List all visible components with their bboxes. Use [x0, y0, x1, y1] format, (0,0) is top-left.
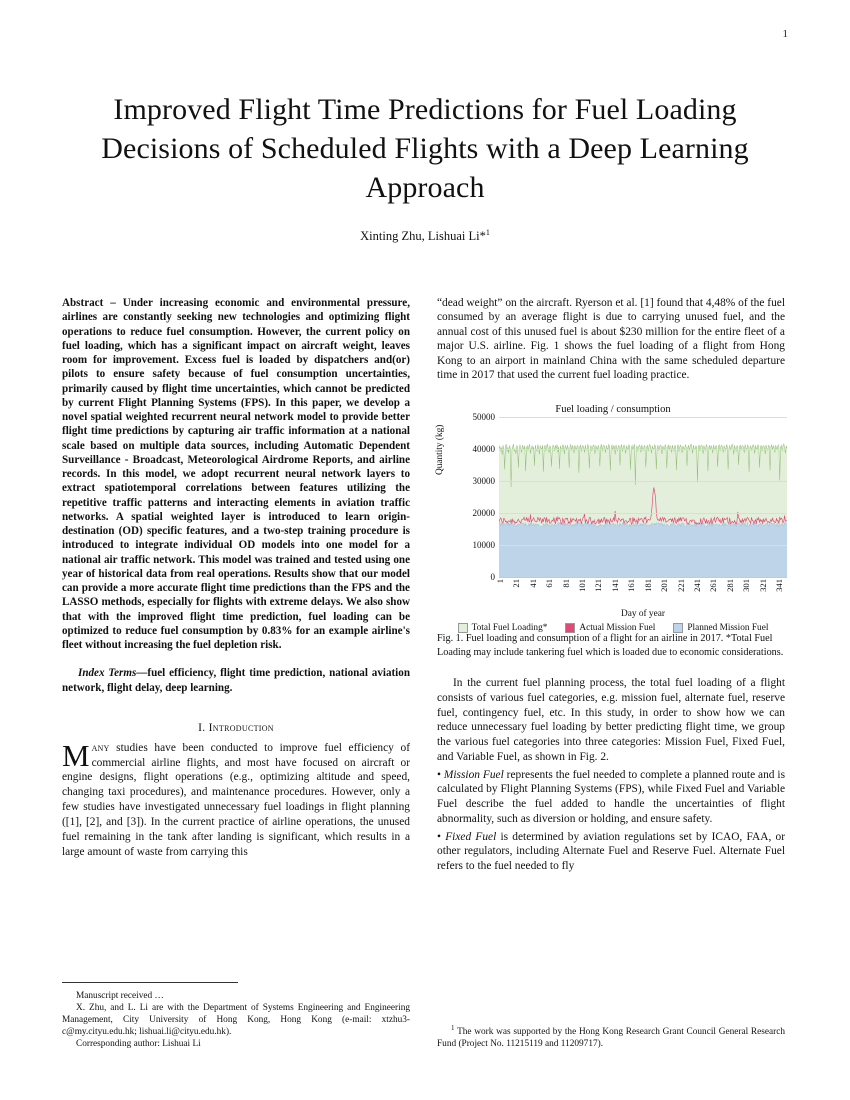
chart-area: Quantity (kg) 0 10000 20000 30000 40000 50000… [435, 412, 789, 633]
right-footnote: 1 The work was supported by the Hong Kon… [437, 1024, 785, 1050]
legend-label: Total Fuel Loading* [471, 623, 548, 633]
index-terms: Index Terms—fuel efficiency, flight time… [62, 666, 410, 695]
chart-x-tick: 141 [609, 579, 620, 592]
legend-label: Planned Mission Fuel [687, 623, 769, 633]
bullet-fixed-term: Fixed Fuel [445, 830, 497, 843]
chart-plot [499, 417, 787, 577]
bullet-fixed-text: is determined by aviation regulations se… [437, 830, 786, 873]
figure-1-caption: Fig. 1. Fuel loading and consumption of … [437, 632, 789, 659]
figure-1: Fuel loading / consumption Quantity (kg)… [435, 404, 789, 633]
chart-svg [499, 443, 787, 577]
right-footnote-block: 1 The work was supported by the Hong Kon… [437, 1024, 785, 1050]
right-column-continued: In the current fuel planning process, th… [437, 676, 785, 874]
chart-x-tick: 21 [511, 579, 522, 588]
section-heading-introduction: I. Introduction [198, 720, 274, 734]
abstract-text: Under increasing economic and environmen… [62, 297, 410, 651]
footnote-affiliation: X. Zhu, and L. Li are with the Departmen… [62, 1002, 410, 1037]
chart-x-tick: 41 [527, 579, 538, 588]
legend-swatch [457, 623, 468, 633]
chart-x-tick: 81 [560, 579, 571, 588]
legend-item: Actual Mission Fuel [565, 623, 655, 633]
author-line: Xinting Zhu, Lishuai Li*1 [95, 228, 755, 244]
chart-title: Fuel loading / consumption [555, 404, 671, 415]
chart-gridline [499, 417, 787, 418]
chart-y-tick: 0 [490, 572, 496, 582]
legend-item: Total Fuel Loading* [457, 623, 548, 633]
right-second-paragraph: In the current fuel planning process, th… [437, 677, 785, 763]
chart-x-axis-label: Day of year [621, 609, 665, 619]
chart-y-tick: 40000 [472, 444, 496, 454]
left-footnote-block: Manuscript received … X. Zhu, and L. Li … [62, 981, 410, 1050]
chart-x-tick: 301 [741, 579, 752, 592]
chart-y-tick: 30000 [472, 476, 496, 486]
legend-item: Planned Mission Fuel [673, 623, 768, 633]
chart-x-tick: 1 [495, 579, 505, 584]
legend-label: Actual Mission Fuel [579, 623, 656, 633]
chart-y-tick: 20000 [472, 508, 496, 518]
chart-x-tick: 321 [757, 579, 768, 592]
page-title: Improved Flight Time Predictions for Fue… [101, 93, 749, 204]
chart-y-tick: 10000 [472, 540, 496, 550]
chart-y-axis-label: Quantity (kg) [435, 424, 445, 475]
index-terms-label: Index Terms [78, 667, 137, 680]
intro-text: studies have been conducted to improve f… [62, 741, 410, 858]
abstract-label: Abstract – [62, 297, 123, 309]
figure-caption-line1: Fig. 1. Fuel loading and consumption of … [437, 633, 724, 644]
chart-x-tick: 121 [593, 579, 604, 592]
chart-x-tick: 101 [577, 579, 588, 592]
chart-x-tick: 181 [642, 579, 653, 592]
right-footnote-marker: 1 [451, 1023, 455, 1032]
right-first-paragraph: “dead weight” on the aircraft. Ryerson e… [437, 297, 785, 382]
figure-caption-line2: *Total Fuel Loading may include tankerin… [437, 633, 784, 658]
chart-x-ticks: 1 21 41 61 81 101 121 141 161 181 201 221 241 261 281 3… [495, 579, 787, 609]
chart-gridline [499, 481, 787, 482]
chart-gridline [499, 449, 787, 450]
footnote-manuscript: Manuscript received … [76, 990, 164, 1001]
author-names: Xinting Zhu, Lishuai Li* [360, 229, 486, 244]
chart-gridline [499, 577, 787, 578]
left-footnote: Manuscript received … X. Zhu, and L. Li … [62, 990, 410, 1050]
chart-x-tick: 241 [691, 579, 702, 592]
chart-gridline [499, 545, 787, 546]
chart-x-tick: 201 [659, 579, 670, 592]
author-footnote-marker: 1 [485, 228, 490, 237]
footnote-corresponding: Corresponding author: Lishuai Li [76, 1038, 201, 1049]
right-column: “dead weight” on the aircraft. Ryerson e… [437, 296, 785, 383]
left-column: Abstract – Under increasing economic and… [62, 296, 410, 859]
page-number: 1 [782, 28, 789, 40]
chart-y-ticks: 0 10000 20000 30000 40000 50000 [451, 412, 496, 582]
bullet-mission-text: represents the fuel needed to complete a… [437, 768, 785, 825]
bullet-mission-term: Mission Fuel [443, 768, 504, 781]
chart-gridline [499, 513, 787, 514]
right-footnote-text: The work was supported by the Hong Kong … [437, 1026, 785, 1049]
legend-swatch [565, 623, 576, 633]
chart-x-tick: 281 [724, 579, 735, 592]
chart-x-tick: 221 [675, 579, 686, 592]
chart-y-tick: 50000 [472, 412, 496, 422]
footnote-rule [62, 981, 238, 983]
chart-x-tick: 61 [544, 579, 555, 588]
chart-x-tick: 161 [626, 579, 637, 592]
legend-swatch [673, 623, 684, 633]
chart-x-tick: 261 [708, 579, 719, 592]
chart-legend: Total Fuel Loading* Actual Mission Fuel Pl… [437, 623, 789, 633]
index-terms-text: fuel efficiency, flight time prediction,… [62, 667, 410, 694]
abstract-paragraph: Abstract – Under increasing economic and… [62, 296, 410, 652]
index-terms-dash: — [136, 667, 148, 680]
chart-x-tick: 341 [773, 579, 784, 592]
bullet-mission-fuel: • Mission Fuel represents the fuel neede… [437, 768, 785, 825]
intro-smallcaps: any [91, 741, 110, 754]
bullet-fixed-fuel: • Fixed Fuel is determined by aviation r… [437, 830, 786, 873]
drop-cap: M [62, 737, 90, 773]
